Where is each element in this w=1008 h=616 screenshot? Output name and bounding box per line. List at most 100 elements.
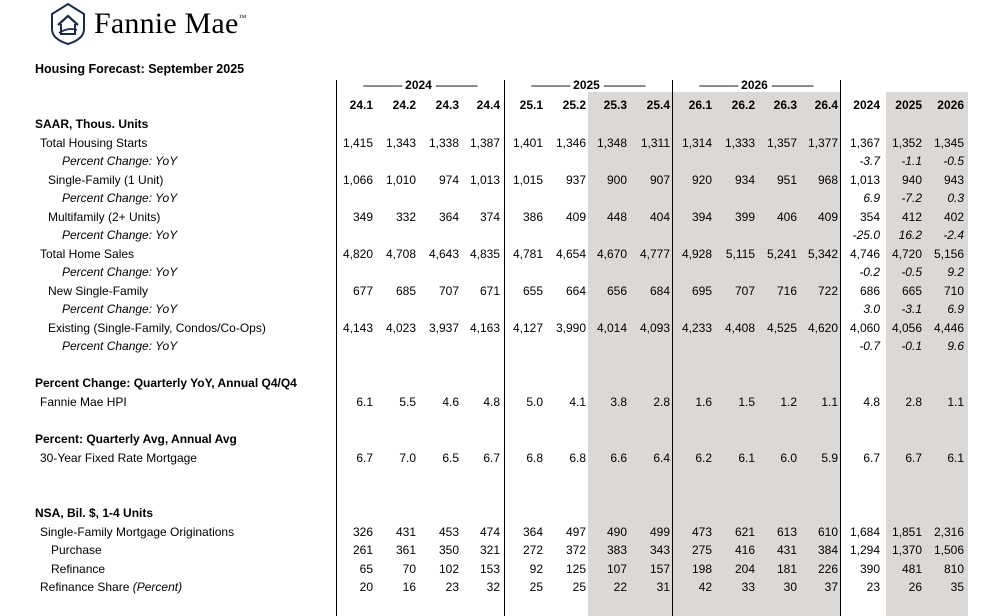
table-cell: 1,345 bbox=[933, 136, 964, 150]
row-multifamily-yoy: Percent Change: YoY -25.0 16.2 -2.4 bbox=[0, 226, 1008, 244]
table-cell: 490 bbox=[606, 525, 627, 539]
table-cell: 1.1 bbox=[821, 395, 838, 409]
table-cell: 37 bbox=[824, 580, 838, 594]
table-cell: 0.3 bbox=[947, 191, 964, 205]
row-label-text: New Single-Family bbox=[48, 284, 149, 298]
section-saar: SAAR, Thous. Units bbox=[35, 117, 149, 131]
table-cell: 448 bbox=[606, 210, 627, 224]
column-header: 26.1 bbox=[688, 98, 712, 112]
table-cell: 5,342 bbox=[807, 247, 838, 261]
column-divider bbox=[504, 80, 505, 616]
table-cell: 6.9 bbox=[947, 302, 964, 316]
table-cell: -7.2 bbox=[901, 191, 922, 205]
table-cell: 6.8 bbox=[526, 451, 543, 465]
row-label-text: 30-Year Fixed Rate Mortgage bbox=[40, 451, 197, 465]
row-label-text: Single-Family Mortgage Originations bbox=[40, 525, 235, 539]
row-single-family: Single-Family (1 Unit) 1,066 1,010 974 1,013… bbox=[0, 171, 1008, 189]
table-cell: 3,937 bbox=[428, 321, 459, 335]
table-cell: 671 bbox=[479, 284, 500, 298]
table-cell: 20 bbox=[359, 580, 373, 594]
table-cell: 974 bbox=[438, 173, 459, 187]
table-cell: 4,928 bbox=[681, 247, 712, 261]
column-header-row: 24.1 24.2 24.3 24.4 25.1 25.2 25.3 25.4 26.1 26.2… bbox=[0, 96, 1008, 114]
table-cell: 4,056 bbox=[891, 321, 922, 335]
table-cell: 1,684 bbox=[849, 525, 880, 539]
logo-text: Fannie Mae™ bbox=[94, 7, 247, 40]
row-total-housing-starts: Total Housing Starts 1,415 1,343 1,338 1,387… bbox=[0, 134, 1008, 152]
row-label-text: Refinance Share bbox=[40, 580, 130, 594]
row-label: 30-Year Fixed Rate Mortgage bbox=[40, 449, 197, 467]
table-cell: 6.9 bbox=[863, 191, 880, 205]
column-header: 26.3 bbox=[773, 98, 797, 112]
table-cell: 33 bbox=[741, 580, 755, 594]
table-cell: 1.5 bbox=[738, 395, 755, 409]
table-cell: 384 bbox=[817, 543, 838, 557]
table-cell: 1,346 bbox=[555, 136, 586, 150]
column-header: 25.1 bbox=[519, 98, 543, 112]
table-cell: 1,387 bbox=[469, 136, 500, 150]
table-cell: 275 bbox=[691, 543, 712, 557]
table-cell: 30 bbox=[783, 580, 797, 594]
row-label-note: (Percent) bbox=[132, 580, 183, 594]
table-cell: 1,415 bbox=[342, 136, 373, 150]
row-label-text: Percent Change: YoY bbox=[62, 154, 178, 168]
table-cell: 372 bbox=[565, 543, 586, 557]
table-cell: 5.9 bbox=[821, 451, 838, 465]
row-label-text: Purchase bbox=[51, 543, 102, 557]
table-cell: 920 bbox=[691, 173, 712, 187]
table-cell: 35 bbox=[950, 580, 964, 594]
table-cell: 1,338 bbox=[428, 136, 459, 150]
table-cell: 900 bbox=[606, 173, 627, 187]
table-cell: 1,294 bbox=[849, 543, 880, 557]
table-cell: 9.6 bbox=[947, 339, 964, 353]
table-cell: 1,333 bbox=[724, 136, 755, 150]
table-cell: 402 bbox=[943, 210, 964, 224]
table-cell: 2.8 bbox=[905, 395, 922, 409]
row-total-starts-yoy: Percent Change: YoY -3.7 -1.1 -0.5 bbox=[0, 152, 1008, 170]
table-cell: 390 bbox=[859, 562, 880, 576]
table-cell: 181 bbox=[776, 562, 797, 576]
table-cell: 6.1 bbox=[356, 395, 373, 409]
table-cell: 6.6 bbox=[610, 451, 627, 465]
table-cell: 3.8 bbox=[610, 395, 627, 409]
table-cell: 70 bbox=[402, 562, 416, 576]
table-cell: 722 bbox=[817, 284, 838, 298]
table-cell: 406 bbox=[776, 210, 797, 224]
row-label-text: Multifamily (2+ Units) bbox=[48, 210, 161, 224]
section-nsa: NSA, Bil. $, 1-4 Units bbox=[35, 506, 154, 520]
table-cell: -3.7 bbox=[859, 154, 880, 168]
section-percent: Percent: Quarterly Avg, Annual Avg bbox=[35, 432, 237, 446]
row-label: Percent Change: YoY bbox=[62, 189, 177, 207]
table-cell: 4,654 bbox=[555, 247, 586, 261]
table-cell: 386 bbox=[522, 210, 543, 224]
table-cell: 4,720 bbox=[891, 247, 922, 261]
row-label: Multifamily (2+ Units) bbox=[48, 208, 160, 226]
table-cell: 4.1 bbox=[569, 395, 586, 409]
table-cell: 1,357 bbox=[766, 136, 797, 150]
table-cell: 1,066 bbox=[342, 173, 373, 187]
year-header-2025: ------------- 2025 -------------- bbox=[530, 78, 646, 92]
table-cell: -1.1 bbox=[901, 154, 922, 168]
table-cell: 1.6 bbox=[695, 395, 712, 409]
row-label-text: Percent Change: YoY bbox=[62, 339, 178, 353]
row-multifamily: Multifamily (2+ Units) 349 332 364 374 386 409… bbox=[0, 208, 1008, 226]
table-cell: 677 bbox=[352, 284, 373, 298]
year-header-2024: ------------- 2024 -------------- bbox=[362, 78, 478, 92]
table-cell: 5,241 bbox=[766, 247, 797, 261]
table-cell: 4,708 bbox=[385, 247, 416, 261]
row-label-text: Total Housing Starts bbox=[40, 136, 148, 150]
table-cell: 656 bbox=[606, 284, 627, 298]
table-cell: 6.7 bbox=[863, 451, 880, 465]
table-cell: 431 bbox=[776, 543, 797, 557]
table-cell: 1,010 bbox=[385, 173, 416, 187]
table-cell: 4,746 bbox=[849, 247, 880, 261]
column-header: 2024 bbox=[853, 98, 880, 112]
column-header: 2025 bbox=[895, 98, 922, 112]
table-cell: 4,127 bbox=[512, 321, 543, 335]
table-cell: 481 bbox=[901, 562, 922, 576]
table-cell: 364 bbox=[522, 525, 543, 539]
table-cell: -0.5 bbox=[901, 265, 922, 279]
table-cell: 1,851 bbox=[891, 525, 922, 539]
forecast-shading-2025 bbox=[588, 92, 672, 616]
row-total-home-sales: Total Home Sales 4,820 4,708 4,643 4,835 4,78… bbox=[0, 245, 1008, 263]
